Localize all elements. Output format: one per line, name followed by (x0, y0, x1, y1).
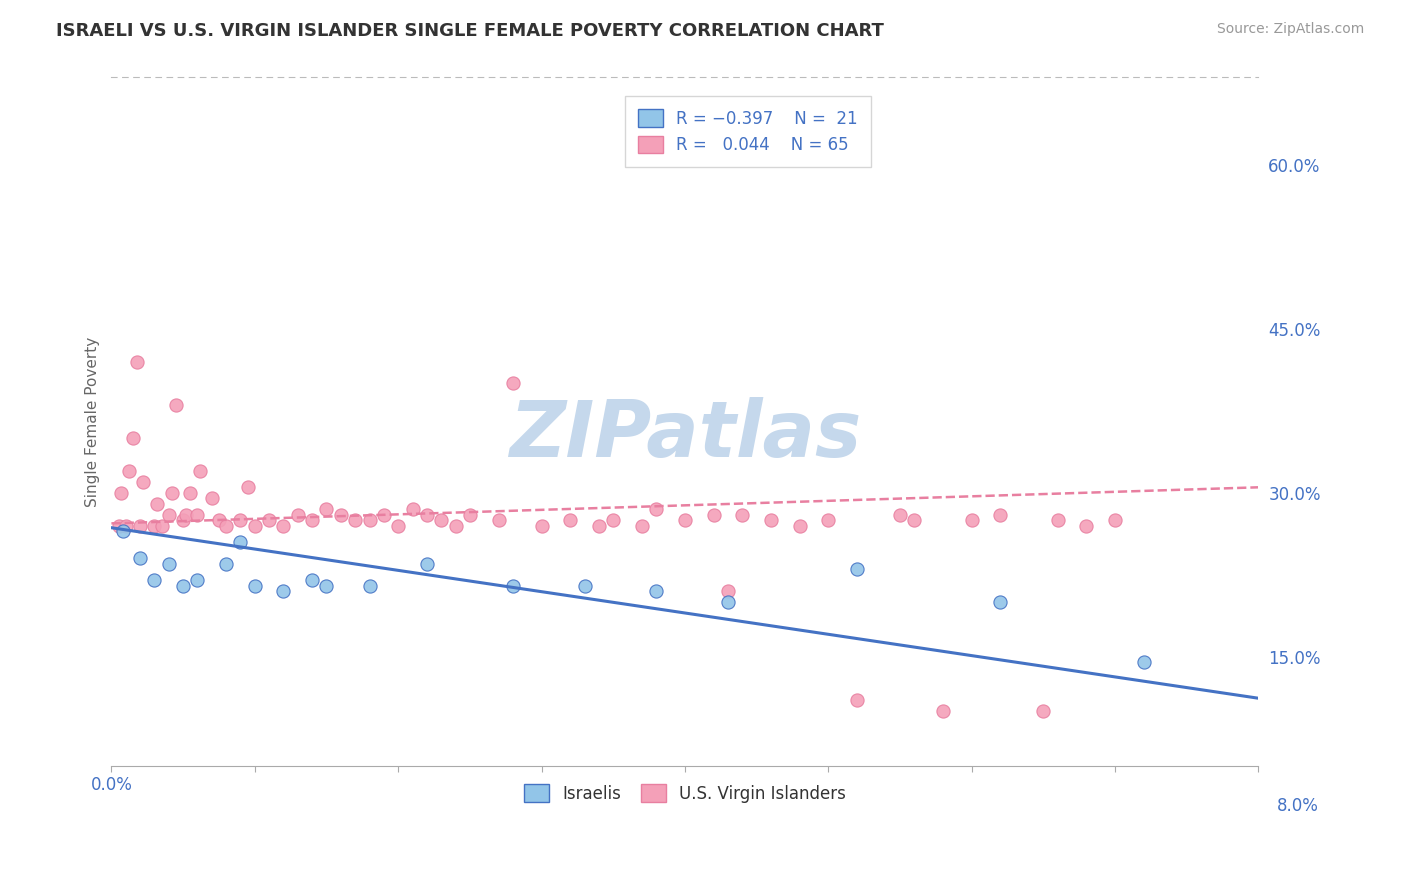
Point (287, 508, 309, 522)
Point (208, 513, 231, 527)
Point (179, 485, 201, 500)
Point (143, 573, 166, 587)
Point (110, 485, 132, 500)
Point (273, 584, 295, 599)
Point (359, 579, 381, 593)
Point (157, 557, 180, 571)
Point (889, 508, 911, 522)
Text: Source: ZipAtlas.com: Source: ZipAtlas.com (1216, 22, 1364, 37)
Point (1132, 655, 1154, 669)
Point (703, 508, 725, 522)
Point (117, 464, 139, 478)
Point (387, 518, 409, 533)
Point (127, 354, 149, 368)
Point (243, 579, 266, 593)
Point (759, 513, 782, 527)
Point (315, 579, 337, 593)
Point (401, 502, 423, 516)
Point (1104, 513, 1126, 527)
Point (186, 508, 208, 522)
Point (329, 508, 352, 522)
Text: 8.0%: 8.0% (1277, 797, 1319, 814)
Text: ISRAELI VS U.S. VIRGIN ISLANDER SINGLE FEMALE POVERTY CORRELATION CHART: ISRAELI VS U.S. VIRGIN ISLANDER SINGLE F… (56, 22, 884, 40)
Point (201, 491, 224, 506)
Point (645, 584, 668, 599)
Point (430, 513, 453, 527)
Point (301, 513, 323, 527)
Point (458, 508, 481, 522)
Point (574, 579, 596, 593)
Point (186, 573, 208, 587)
Point (960, 513, 983, 527)
Point (215, 518, 238, 533)
Point (416, 508, 439, 522)
Point (114, 518, 136, 533)
Point (273, 518, 295, 533)
Point (602, 513, 624, 527)
Point (188, 464, 211, 478)
Point (1032, 704, 1054, 718)
Point (990, 595, 1012, 609)
Point (560, 513, 582, 527)
Point (301, 573, 323, 587)
Point (846, 693, 869, 707)
Point (444, 518, 467, 533)
Point (129, 518, 152, 533)
Point (146, 497, 169, 511)
Point (731, 508, 754, 522)
Point (257, 513, 280, 527)
Point (107, 518, 129, 533)
Point (488, 513, 510, 527)
Point (359, 513, 381, 527)
Point (143, 518, 166, 533)
Point (165, 398, 187, 412)
Point (502, 579, 524, 593)
Point (817, 513, 839, 527)
Point (373, 508, 395, 522)
Point (122, 431, 145, 445)
Point (150, 518, 173, 533)
Point (789, 518, 811, 533)
Y-axis label: Single Female Poverty: Single Female Poverty (86, 336, 100, 507)
Point (132, 475, 155, 489)
Legend: Israelis, U.S. Virgin Islanders: Israelis, U.S. Virgin Islanders (517, 778, 853, 809)
Point (236, 480, 259, 494)
Point (1046, 513, 1069, 527)
Point (172, 579, 194, 593)
Point (111, 524, 134, 538)
Point (129, 551, 152, 566)
Point (229, 513, 252, 527)
Point (717, 595, 740, 609)
Point (645, 502, 668, 516)
Point (717, 584, 740, 599)
Point (990, 508, 1012, 522)
Point (932, 704, 955, 718)
Point (416, 557, 439, 571)
Point (631, 518, 654, 533)
Point (243, 518, 266, 533)
Point (157, 508, 180, 522)
Point (344, 513, 367, 527)
Point (315, 502, 337, 516)
Point (174, 508, 197, 522)
Point (588, 518, 610, 533)
Point (673, 513, 696, 527)
Point (172, 513, 194, 527)
Point (502, 376, 524, 391)
Point (846, 562, 869, 576)
Point (903, 513, 925, 527)
Point (229, 535, 252, 549)
Point (215, 557, 238, 571)
Point (160, 485, 183, 500)
Point (530, 518, 553, 533)
Point (1076, 518, 1098, 533)
Text: ZIPatlas: ZIPatlas (509, 398, 860, 474)
